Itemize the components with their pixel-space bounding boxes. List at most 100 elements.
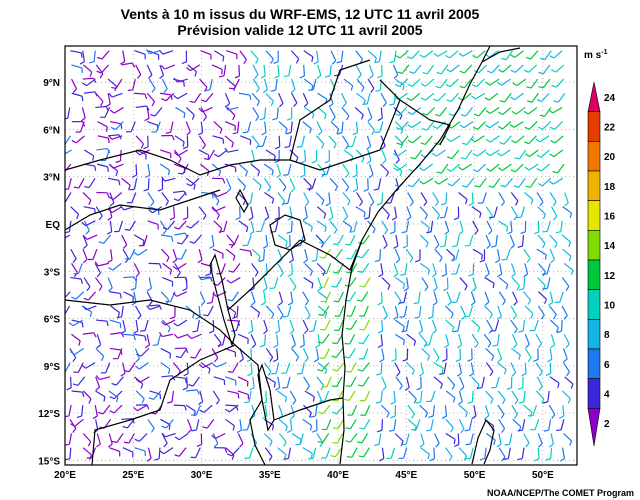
wind-barb	[356, 192, 363, 207]
wind-barb	[321, 419, 332, 431]
wind-barb	[83, 64, 93, 77]
lon-tick-label: 30°E	[191, 470, 213, 481]
wind-barb	[497, 121, 512, 130]
wind-barb	[526, 78, 539, 89]
wind-barb	[410, 149, 423, 160]
wind-barb	[162, 262, 173, 275]
wind-barb	[239, 248, 252, 257]
wind-barb	[458, 447, 468, 461]
wind-barb	[81, 220, 96, 227]
wind-barb	[161, 92, 175, 102]
wind-barb	[320, 319, 331, 331]
wind-barb	[509, 121, 524, 128]
wind-barb	[123, 433, 135, 444]
wind-barb	[176, 234, 189, 245]
border-drc-north	[65, 189, 221, 231]
colorbar-swatch	[587, 378, 601, 409]
wind-barb	[239, 50, 247, 65]
wind-barb	[328, 93, 334, 108]
wind-barb	[458, 192, 468, 205]
wind-barb	[190, 348, 202, 359]
wind-barb	[70, 276, 83, 285]
wind-barb	[447, 177, 461, 187]
wind-barb	[197, 249, 203, 264]
wind-barb	[72, 376, 86, 386]
wind-barb	[456, 362, 462, 377]
wind-barb	[133, 404, 148, 412]
wind-barb	[341, 107, 350, 121]
wind-barb	[503, 447, 511, 460]
wind-barb	[281, 362, 291, 374]
wind-barb	[198, 390, 204, 405]
wind-barb	[524, 192, 534, 205]
wind-barb	[511, 135, 525, 144]
wind-barb	[276, 305, 284, 320]
wind-barb	[510, 92, 524, 101]
wind-barb	[497, 163, 512, 171]
wind-barb	[143, 135, 149, 150]
wind-barb	[317, 362, 328, 375]
wind-barb	[537, 305, 545, 320]
wind-barb	[186, 389, 200, 395]
wind-barb	[106, 220, 113, 235]
wind-barb	[145, 164, 151, 179]
wind-barb	[82, 192, 92, 205]
wind-barb	[492, 334, 500, 347]
wind-barb	[459, 78, 472, 89]
colorbar-tick-label: 16	[604, 212, 616, 223]
wind-barb	[134, 333, 147, 342]
wind-barb	[159, 64, 165, 79]
wind-barb	[321, 263, 332, 275]
wind-barb	[553, 92, 566, 103]
wind-barb	[524, 163, 539, 171]
wind-barb	[110, 121, 124, 131]
wind-barb	[542, 277, 551, 290]
wind-barb	[277, 248, 283, 264]
wind-barb	[356, 291, 369, 302]
lat-tick-label: 6°S	[44, 315, 61, 326]
wind-barb	[460, 107, 473, 117]
wind-barb	[334, 319, 344, 331]
wind-barb	[105, 93, 111, 108]
wind-barb	[346, 248, 358, 260]
wind-barb	[405, 248, 414, 263]
wind-barb	[303, 249, 309, 264]
wind-barb	[304, 305, 311, 320]
wind-barb	[249, 220, 255, 235]
wind-barb	[547, 348, 553, 363]
wind-barb	[121, 62, 136, 68]
wind-barb	[148, 390, 162, 400]
wind-barb	[527, 92, 539, 103]
wind-barb	[175, 348, 188, 359]
wind-barb	[406, 206, 412, 221]
wind-barb	[419, 433, 425, 448]
wind-barb	[496, 149, 511, 157]
wind-barb	[188, 376, 200, 387]
wind-barb	[525, 50, 539, 60]
wind-barb	[342, 163, 350, 178]
wind-barb	[232, 121, 240, 135]
colorbar-swatch	[587, 170, 601, 201]
wind-barb	[302, 206, 308, 221]
wind-barb	[252, 64, 259, 79]
wind-barb	[259, 334, 267, 348]
wind-barb	[564, 376, 574, 389]
wind-barb	[83, 234, 98, 240]
wind-barb	[71, 319, 84, 328]
wind-barb	[328, 206, 334, 221]
wind-barb	[548, 433, 554, 448]
wind-barb	[421, 121, 435, 131]
wind-barb	[472, 121, 486, 130]
wind-barb	[390, 405, 397, 419]
wind-barb	[121, 234, 128, 249]
wind-barb	[381, 277, 391, 291]
wind-barb	[498, 192, 506, 207]
wind-barb	[506, 376, 513, 391]
wind-barb	[377, 107, 383, 122]
wind-barb	[211, 64, 223, 75]
wind-barb	[549, 234, 558, 248]
wind-barb	[381, 149, 387, 164]
wind-barb	[464, 419, 473, 432]
wind-barb	[317, 433, 330, 444]
wind-barb	[161, 248, 170, 262]
